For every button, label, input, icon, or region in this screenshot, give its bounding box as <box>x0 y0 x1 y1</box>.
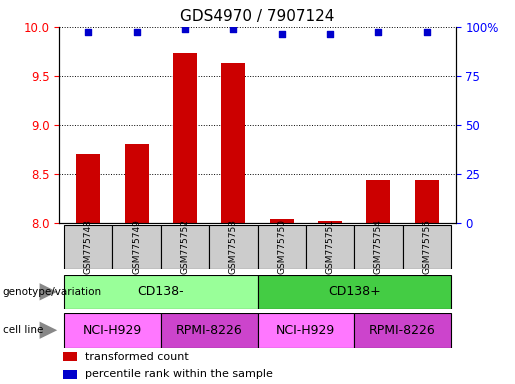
Title: GDS4970 / 7907124: GDS4970 / 7907124 <box>180 9 335 24</box>
Bar <box>403 225 451 269</box>
Bar <box>306 225 354 269</box>
Polygon shape <box>40 322 57 339</box>
Bar <box>161 225 209 269</box>
Point <box>278 31 286 37</box>
Text: GSM775753: GSM775753 <box>229 219 238 274</box>
Text: RPMI-8226: RPMI-8226 <box>176 324 243 337</box>
Bar <box>269 219 294 223</box>
Text: GSM775750: GSM775750 <box>277 219 286 274</box>
Bar <box>112 225 161 269</box>
Point <box>132 29 141 35</box>
Bar <box>318 221 342 223</box>
Bar <box>63 370 77 379</box>
Bar <box>258 313 354 348</box>
Bar <box>64 275 258 309</box>
Text: transformed count: transformed count <box>85 351 189 361</box>
Text: NCI-H929: NCI-H929 <box>83 324 142 337</box>
Bar <box>173 53 197 223</box>
Bar <box>161 313 258 348</box>
Bar <box>366 180 390 223</box>
Text: GSM775751: GSM775751 <box>325 219 335 274</box>
Bar <box>258 275 451 309</box>
Point <box>181 26 189 32</box>
Text: CD138+: CD138+ <box>328 285 381 298</box>
Bar <box>258 225 306 269</box>
Point <box>229 26 237 33</box>
Text: GSM775754: GSM775754 <box>374 219 383 274</box>
Bar <box>125 144 149 223</box>
Text: percentile rank within the sample: percentile rank within the sample <box>85 369 273 379</box>
Bar <box>64 313 161 348</box>
Bar <box>354 313 451 348</box>
Text: GSM775752: GSM775752 <box>180 219 190 274</box>
Text: GSM775755: GSM775755 <box>422 219 431 274</box>
Bar <box>415 180 439 223</box>
Text: NCI-H929: NCI-H929 <box>276 324 335 337</box>
Bar <box>63 352 77 361</box>
Polygon shape <box>40 283 57 300</box>
Bar <box>64 225 112 269</box>
Bar <box>221 63 246 223</box>
Bar <box>209 225 258 269</box>
Point <box>423 29 431 35</box>
Point <box>84 29 92 35</box>
Bar <box>76 154 100 223</box>
Point <box>326 31 334 37</box>
Text: RPMI-8226: RPMI-8226 <box>369 324 436 337</box>
Point <box>374 29 383 35</box>
Bar <box>354 225 403 269</box>
Text: genotype/variation: genotype/variation <box>3 287 101 297</box>
Text: cell line: cell line <box>3 325 43 335</box>
Text: GSM775749: GSM775749 <box>132 219 141 274</box>
Text: GSM775748: GSM775748 <box>84 219 93 274</box>
Text: CD138-: CD138- <box>138 285 184 298</box>
